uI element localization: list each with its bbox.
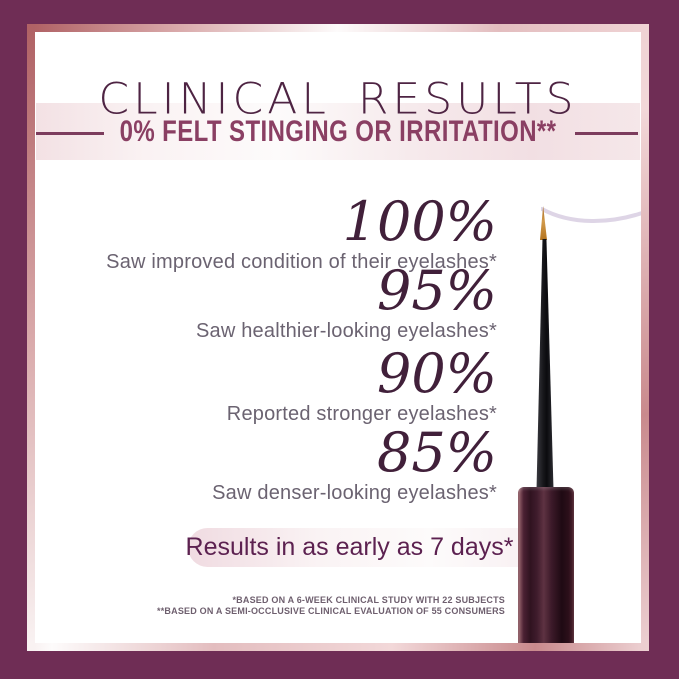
serum-bottle-cap <box>518 487 574 643</box>
stat-healthier-looking: 95% Saw healthier-looking eyelashes* <box>36 259 497 343</box>
footnotes: *BASED ON A 6-WEEK CLINICAL STUDY WITH 2… <box>157 595 505 617</box>
claim-banner-text: 0% FELT STINGING OR IRRITATION** <box>119 114 557 148</box>
stat-stronger: 90% Reported stronger eyelashes* <box>36 342 497 426</box>
stat-label: Saw healthier-looking eyelashes* <box>195 320 497 342</box>
footnote-line-1: *BASED ON A 6-WEEK CLINICAL STUDY WITH 2… <box>232 595 505 605</box>
claim-banner: 0% FELT STINGING OR IRRITATION** <box>36 103 640 160</box>
stat-value: 90% <box>376 342 497 405</box>
stat-value: 85% <box>376 421 497 484</box>
results-timing-pill: Results in as early as 7 days* <box>185 528 560 567</box>
stat-denser-looking: 85% Saw denser-looking eyelashes* <box>36 421 497 505</box>
results-timing-text: Results in as early as 7 days* <box>185 533 514 561</box>
footnote-line-2: **BASED ON A SEMI-OCCLUSIVE CLINICAL EVA… <box>157 606 505 616</box>
stat-value: 95% <box>376 259 497 322</box>
stat-label: Saw denser-looking eyelashes* <box>212 482 497 504</box>
stat-value: 100% <box>342 190 497 253</box>
eyelash-stroke <box>541 207 647 223</box>
